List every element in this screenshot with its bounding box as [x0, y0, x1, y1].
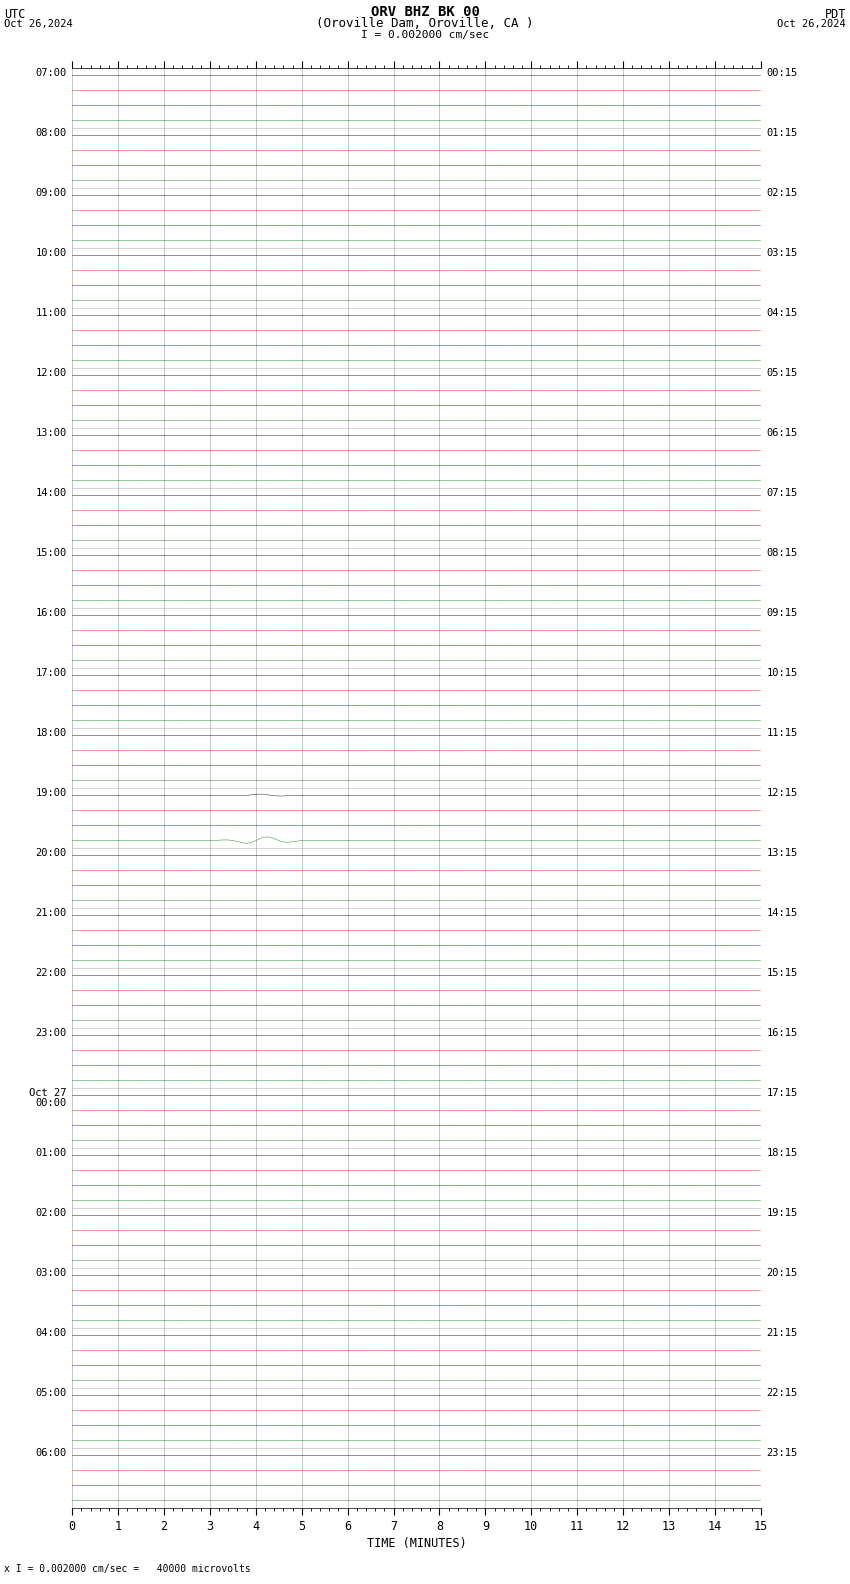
Text: 01:15: 01:15	[766, 128, 797, 138]
Text: 17:15: 17:15	[766, 1088, 797, 1098]
Text: UTC: UTC	[4, 8, 26, 21]
Text: 22:15: 22:15	[766, 1388, 797, 1399]
Text: 15:15: 15:15	[766, 968, 797, 977]
Text: Oct 26,2024: Oct 26,2024	[4, 19, 73, 29]
Text: 07:00: 07:00	[36, 68, 67, 78]
Text: 10:15: 10:15	[766, 668, 797, 678]
Text: 15:00: 15:00	[36, 548, 67, 558]
Text: Oct 26,2024: Oct 26,2024	[777, 19, 846, 29]
Text: 16:15: 16:15	[766, 1028, 797, 1038]
Text: 19:15: 19:15	[766, 1209, 797, 1218]
Text: 00:15: 00:15	[766, 68, 797, 78]
Text: Oct 27
00:00: Oct 27 00:00	[29, 1088, 67, 1109]
Text: 04:15: 04:15	[766, 307, 797, 318]
Text: 20:00: 20:00	[36, 847, 67, 859]
Text: 17:00: 17:00	[36, 668, 67, 678]
Text: 11:00: 11:00	[36, 307, 67, 318]
Text: 14:15: 14:15	[766, 908, 797, 919]
Text: I = 0.002000 cm/sec: I = 0.002000 cm/sec	[361, 30, 489, 40]
Text: 05:15: 05:15	[766, 367, 797, 379]
Text: 04:00: 04:00	[36, 1327, 67, 1338]
Text: 09:00: 09:00	[36, 188, 67, 198]
Text: ORV BHZ BK 00: ORV BHZ BK 00	[371, 5, 479, 19]
Text: 13:00: 13:00	[36, 428, 67, 439]
Text: 12:15: 12:15	[766, 789, 797, 798]
Text: 14:00: 14:00	[36, 488, 67, 497]
Text: 05:00: 05:00	[36, 1388, 67, 1399]
Text: 18:00: 18:00	[36, 729, 67, 738]
X-axis label: TIME (MINUTES): TIME (MINUTES)	[366, 1536, 467, 1549]
Text: x I = 0.002000 cm/sec =   40000 microvolts: x I = 0.002000 cm/sec = 40000 microvolts	[4, 1565, 251, 1574]
Text: 16:00: 16:00	[36, 608, 67, 618]
Text: 07:15: 07:15	[766, 488, 797, 497]
Text: 08:15: 08:15	[766, 548, 797, 558]
Text: 09:15: 09:15	[766, 608, 797, 618]
Text: PDT: PDT	[824, 8, 846, 21]
Text: 18:15: 18:15	[766, 1148, 797, 1158]
Text: 11:15: 11:15	[766, 729, 797, 738]
Text: 06:00: 06:00	[36, 1448, 67, 1457]
Text: 21:00: 21:00	[36, 908, 67, 919]
Text: 20:15: 20:15	[766, 1267, 797, 1278]
Text: 03:15: 03:15	[766, 249, 797, 258]
Text: 06:15: 06:15	[766, 428, 797, 439]
Text: 01:00: 01:00	[36, 1148, 67, 1158]
Text: 22:00: 22:00	[36, 968, 67, 977]
Text: 23:00: 23:00	[36, 1028, 67, 1038]
Text: (Oroville Dam, Oroville, CA ): (Oroville Dam, Oroville, CA )	[316, 17, 534, 30]
Text: 02:15: 02:15	[766, 188, 797, 198]
Text: 02:00: 02:00	[36, 1209, 67, 1218]
Text: 08:00: 08:00	[36, 128, 67, 138]
Text: 03:00: 03:00	[36, 1267, 67, 1278]
Text: 10:00: 10:00	[36, 249, 67, 258]
Text: 13:15: 13:15	[766, 847, 797, 859]
Text: 12:00: 12:00	[36, 367, 67, 379]
Text: 21:15: 21:15	[766, 1327, 797, 1338]
Text: 23:15: 23:15	[766, 1448, 797, 1457]
Text: 19:00: 19:00	[36, 789, 67, 798]
